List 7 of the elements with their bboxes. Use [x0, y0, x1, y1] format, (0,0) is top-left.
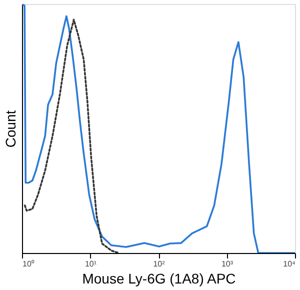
- x-tick-label: 10¹: [84, 260, 97, 268]
- x-tick-label: 10³: [221, 260, 234, 268]
- x-tick-label: 10²: [153, 260, 166, 268]
- x-tick-label: 10⁴: [283, 260, 296, 268]
- x-tick-label: 10⁰: [22, 260, 34, 268]
- x-axis-title: Mouse Ly-6G (1A8) APC: [82, 270, 236, 286]
- y-axis-title: Count: [2, 110, 18, 148]
